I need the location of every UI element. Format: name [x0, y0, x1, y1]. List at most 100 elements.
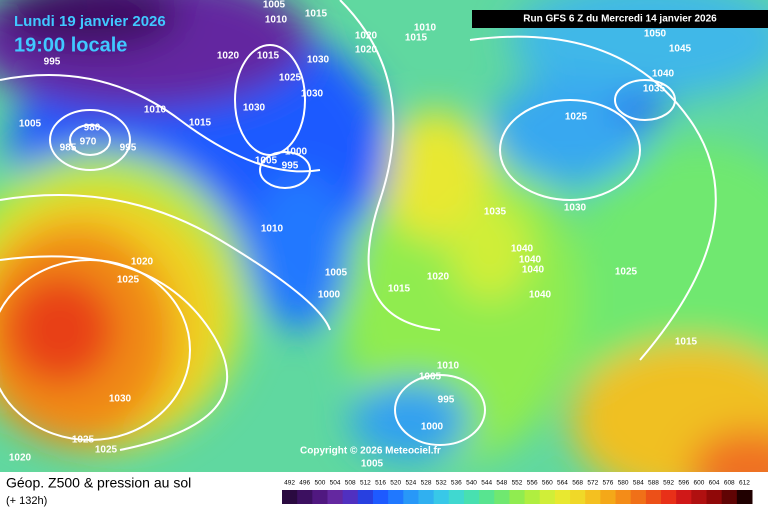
isobar-label: 1030	[301, 89, 324, 100]
colorbar-label: 552	[512, 480, 523, 487]
isobar-label: 1015	[675, 337, 698, 348]
colorbar-cell	[600, 490, 617, 504]
colorbar-label: 564	[557, 480, 568, 487]
isobar-label: 1040	[519, 255, 542, 266]
colorbar-cell	[630, 490, 647, 504]
copyright: Copyright © 2026 Meteociel.fr	[300, 446, 441, 457]
isobars	[0, 0, 717, 451]
colorbar-cell	[357, 490, 374, 504]
colorbar-cell	[524, 490, 541, 504]
colorbar-cell	[691, 490, 708, 504]
colorbar-label: 560	[542, 480, 553, 487]
date: Lundi 19 janvier 2026	[14, 13, 166, 30]
isobar-label: 995	[282, 161, 299, 172]
isobar-label: 1010	[261, 224, 284, 235]
colorbar-cell	[539, 490, 556, 504]
colorbar-cell	[676, 490, 692, 504]
isobar-label: 1020	[131, 257, 154, 268]
colorbar-cell	[282, 490, 298, 504]
isobar-label: 1030	[307, 55, 330, 66]
isobar-label: 970	[80, 137, 97, 148]
colorbar-label: 528	[421, 480, 432, 487]
isobar-label: 1050	[644, 29, 667, 40]
colorbar-label: 516	[375, 480, 386, 487]
colorbar-label: 600	[694, 480, 705, 487]
colorbar-label: 524	[405, 480, 416, 487]
colorbar-label: 596	[678, 480, 689, 487]
isobar-label: 1015	[305, 9, 328, 20]
isobar-label: 1030	[564, 203, 587, 214]
isobar-label: 1040	[522, 265, 545, 276]
isobar-label: 1015	[257, 51, 280, 62]
colorbar-label: 492	[284, 480, 295, 487]
run-box	[472, 10, 768, 28]
colorbar-label: 544	[481, 480, 492, 487]
colorbar-label: 500	[314, 480, 325, 487]
isobar-label: 1035	[643, 84, 666, 95]
isobar-label: 1015	[405, 33, 428, 44]
isobar-label: 1025	[117, 275, 140, 286]
colorbar-label: 540	[466, 480, 477, 487]
colorbar-label: 548	[496, 480, 507, 487]
colorbar-label: 568	[572, 480, 583, 487]
colorbar-label: 608	[724, 480, 735, 487]
colorbar-label: 572	[587, 480, 598, 487]
colorbar-cell	[645, 490, 662, 504]
isobar-label: 1025	[615, 267, 638, 278]
isobar-label: 1000	[318, 290, 341, 301]
colorbar-cell	[327, 490, 344, 504]
colorbar-cell	[418, 490, 435, 504]
colorbar-label: 520	[390, 480, 401, 487]
isobar-label: 980	[84, 123, 101, 134]
colorbar-cell	[433, 490, 450, 504]
time: 19:00 locale	[14, 34, 127, 56]
colorbar-cell	[388, 490, 404, 504]
isobar-label: 1010	[265, 15, 288, 26]
isobar-label: 1040	[529, 290, 552, 301]
colorbar-label: 584	[633, 480, 644, 487]
isobar-label: 995	[120, 143, 137, 154]
colorbar-cell	[297, 490, 313, 504]
isobar-label: 1005	[255, 156, 278, 167]
colorbar-cell	[585, 490, 601, 504]
colorbar-cell	[554, 490, 571, 504]
isobar-label: 1030	[243, 103, 266, 114]
colorbar-cell	[661, 490, 677, 504]
isobar-label: 1005	[263, 0, 286, 11]
colorbar-cell	[615, 490, 632, 504]
isobar-label: 1045	[669, 44, 692, 55]
isobar-label: 1025	[565, 112, 588, 123]
isobar-label: 1015	[189, 118, 212, 129]
colorbar-label: 604	[709, 480, 720, 487]
isobar-label: 1025	[72, 435, 95, 446]
isobar-label: 1030	[109, 394, 132, 405]
isobar-label: 1015	[388, 284, 411, 295]
isobar-label: 1005	[361, 459, 384, 470]
run-info: Run GFS 6 Z du Mercredi 14 janvier 2026	[523, 14, 717, 25]
isobar-label: 1005	[19, 119, 42, 130]
colorbar-cell	[372, 490, 389, 504]
colorbar-label: 576	[603, 480, 614, 487]
colorbar-label: 612	[739, 480, 750, 487]
isobar-label: 1000	[421, 422, 444, 433]
isobar-label: 1005	[325, 268, 348, 279]
colorbar-cell	[463, 490, 480, 504]
isobar-label: 1010	[414, 23, 437, 34]
colorbar-label: 536	[451, 480, 462, 487]
colorbar-cell	[570, 490, 586, 504]
colorbar-cell	[706, 490, 723, 504]
colorbar-label: 504	[330, 480, 341, 487]
colorbar-cell	[494, 490, 510, 504]
isobar-label: 1000	[285, 147, 308, 158]
isobar-label: 1020	[217, 51, 240, 62]
colorbar-label: 556	[527, 480, 538, 487]
colorbar-cell	[479, 490, 495, 504]
colorbar-label: 532	[436, 480, 447, 487]
isobar-label: 1040	[511, 244, 534, 255]
lead-time: (+ 132h)	[6, 495, 47, 507]
isobar-label: 1020	[9, 453, 32, 464]
